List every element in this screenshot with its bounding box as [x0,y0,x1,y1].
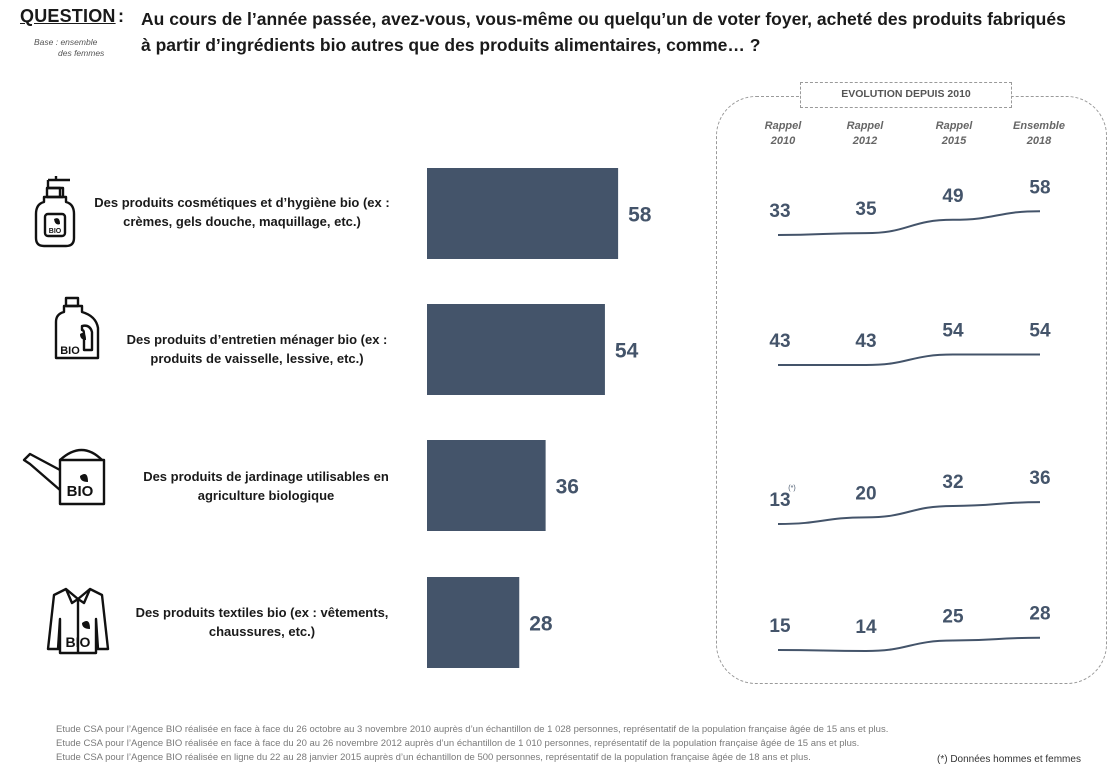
column-header-2018: Ensemble 2018 [999,119,1079,149]
row-label-line: chaussures, etc.) [208,624,316,639]
bar [427,577,520,668]
evolution-value-label: 43 [769,331,790,352]
column-header-line: 2015 [941,135,967,147]
row-label-line: Des produits d’entretien ménager bio (ex… [126,332,388,347]
bar [427,168,619,259]
question-label: QUESTION [20,6,116,26]
column-header-line: 2012 [852,135,878,147]
row-label-line: produits de vaisselle, lessive, etc.) [150,351,364,366]
series-line [777,501,1041,525]
bar-value-label: 58 [628,204,652,227]
bar-value-label: 28 [529,613,553,636]
column-header-line: Rappel [846,120,884,132]
source-note-2015: Etude CSA pour l’Agence BIO réalisée en … [56,752,811,763]
bar-value-label: 36 [556,476,579,499]
question-text: Au cours de l’année passée, avez-vous, v… [141,9,1066,55]
column-header-line: Rappel [764,120,802,132]
evolution-value-label: 32 [942,472,963,493]
evolution-title: EVOLUTION DEPUIS 2010 [800,82,1012,108]
column-header-line: Ensemble [1013,120,1065,132]
source-note-2010: Etude CSA pour l’Agence BIO réalisée en … [56,724,889,735]
question-colon: : [118,6,124,26]
row-label-line: Des produits de jardinage utilisables en [143,469,389,484]
base-note-line-2: des femmes [58,48,105,58]
series-line [778,353,1041,367]
row-label-cosmetics: Des produits cosmétiques et d’hygiène bi… [88,193,396,231]
column-header-line: Rappel [935,120,973,132]
evolution-value-label: 54 [942,321,964,342]
row-label-line: Des produits cosmétiques et d’hygiène bi… [94,195,390,210]
shirt-icon: BIO [46,587,110,655]
evolution-value-label: 14 [855,617,877,638]
evolution-value-label: 35 [855,199,877,220]
row-label-line: agriculture biologique [197,488,335,503]
column-header-line: 2018 [1026,135,1052,147]
source-note-2012: Etude CSA pour l’Agence BIO réalisée en … [56,738,860,749]
evolution-value-label: 20 [855,483,876,504]
evolution-value-label: 58 [1029,177,1050,198]
row-label-household: Des produits d’entretien ménager bio (ex… [112,330,402,368]
base-note: Base : ensemble des femmes [34,37,114,59]
evolution-value-label: 54 [1029,321,1051,342]
evolution-value-label: 13 [769,490,790,511]
footnote-marker: (*) [788,485,795,492]
bio-badge: BIO [60,345,80,357]
base-note-line-1: Base : ensemble [34,37,98,47]
evolution-value-label: 15 [769,616,791,637]
row-label-line: Des produits textiles bio (ex : vêtement… [135,605,389,620]
evolution-value-label: 36 [1029,468,1050,489]
row-label-line: crèmes, gels douche, maquillage, etc.) [123,214,361,229]
column-header-2012: Rappel 2012 [825,119,905,149]
series-line [777,636,1041,653]
evolution-value-label: 28 [1029,604,1050,625]
detergent-jug-icon: BIO [54,296,100,360]
footnote: (*) Données hommes et femmes [937,754,1081,765]
column-header-line: 2010 [770,135,796,147]
bar [427,304,605,395]
column-header-2010: Rappel 2010 [743,119,823,149]
evolution-value-label: 49 [942,186,963,207]
bar [427,440,546,531]
evolution-value-label: 43 [855,331,876,352]
watering-can-icon: BIO [22,448,106,506]
evolution-value-label: 25 [942,607,964,628]
bio-badge: BIO [67,483,94,500]
column-header-2015: Rappel 2015 [914,119,994,149]
bio-badge: BIO [66,634,91,650]
lotion-bottle-icon: BIO [34,176,76,248]
row-label-textiles: Des produits textiles bio (ex : vêtement… [122,603,402,641]
evolution-value-label: 33 [769,201,790,222]
bio-badge: BIO [49,228,62,235]
bar-value-label: 54 [615,340,639,363]
row-label-gardening: Des produits de jardinage utilisables en… [130,467,402,505]
series-line [777,210,1041,236]
